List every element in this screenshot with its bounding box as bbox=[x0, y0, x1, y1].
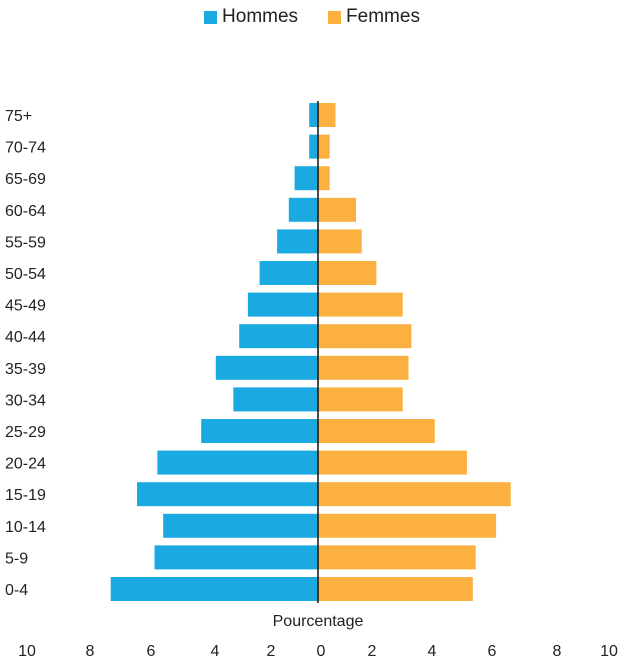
x-tick-label: 8 bbox=[553, 643, 562, 660]
legend-label-hommes: Hommes bbox=[222, 6, 299, 27]
category-label: 15-19 bbox=[5, 487, 46, 504]
bar-femmes-25-29 bbox=[318, 419, 435, 443]
bar-hommes-15-19 bbox=[137, 482, 318, 507]
x-tick-label: 6 bbox=[147, 643, 156, 660]
bar-hommes-35-39 bbox=[215, 355, 318, 380]
bar-hommes-70-74 bbox=[309, 134, 318, 159]
category-label: 0-4 bbox=[5, 582, 28, 599]
category-label: 25-29 bbox=[5, 424, 46, 441]
bar-hommes-65-69 bbox=[294, 166, 318, 191]
x-tick-label: 10 bbox=[600, 643, 618, 660]
x-tick-label: 4 bbox=[211, 643, 220, 660]
category-label: 50-54 bbox=[5, 266, 46, 283]
bar-femmes-45-49 bbox=[318, 292, 403, 317]
category-label: 5-9 bbox=[5, 550, 28, 567]
bar-hommes-30-34 bbox=[233, 387, 318, 412]
legend-label-femmes: Femmes bbox=[346, 6, 420, 27]
x-tick-label: 6 bbox=[488, 643, 497, 660]
bar-femmes-75+ bbox=[318, 103, 336, 127]
legend: Hommes Femmes bbox=[0, 6, 624, 28]
bar-femmes-0-4 bbox=[318, 577, 473, 601]
category-label: 30-34 bbox=[5, 392, 46, 409]
bar-hommes-60-64 bbox=[288, 197, 318, 222]
x-tick-label: 4 bbox=[428, 643, 437, 660]
bar-hommes-40-44 bbox=[239, 324, 318, 349]
bar-femmes-40-44 bbox=[318, 324, 412, 349]
legend-item-hommes: Hommes bbox=[204, 6, 298, 28]
bar-hommes-50-54 bbox=[259, 261, 318, 285]
category-label: 55-59 bbox=[5, 234, 46, 251]
bar-hommes-75+ bbox=[309, 103, 318, 127]
bars-layer bbox=[110, 103, 511, 601]
category-label: 45-49 bbox=[5, 298, 46, 315]
x-tick-label: 10 bbox=[18, 643, 36, 660]
bar-hommes-10-14 bbox=[163, 513, 318, 538]
bar-hommes-45-49 bbox=[247, 292, 318, 317]
category-label: 35-39 bbox=[5, 361, 46, 378]
x-axis-label: Pourcentage bbox=[273, 613, 364, 630]
bar-femmes-50-54 bbox=[318, 261, 377, 285]
x-tick-label: 0 bbox=[317, 643, 326, 660]
legend-item-femmes: Femmes bbox=[328, 6, 420, 28]
bar-femmes-70-74 bbox=[318, 134, 330, 159]
bar-hommes-5-9 bbox=[154, 545, 318, 570]
x-tick-labels: 10 8 6 4 2 0 2 4 6 8 10 bbox=[18, 643, 618, 660]
category-label: 60-64 bbox=[5, 203, 46, 220]
category-label: 70-74 bbox=[5, 140, 46, 157]
category-label: 20-24 bbox=[5, 456, 46, 473]
bar-femmes-55-59 bbox=[318, 229, 362, 254]
x-tick-label: 8 bbox=[86, 643, 95, 660]
category-label: 75+ bbox=[5, 108, 32, 125]
bar-femmes-30-34 bbox=[318, 387, 403, 412]
bar-femmes-35-39 bbox=[318, 355, 409, 380]
bar-hommes-55-59 bbox=[277, 229, 318, 254]
category-label: 10-14 bbox=[5, 519, 46, 536]
bar-hommes-25-29 bbox=[201, 419, 318, 443]
legend-swatch-hommes bbox=[204, 10, 218, 24]
bar-hommes-20-24 bbox=[157, 450, 318, 475]
category-label: 65-69 bbox=[5, 171, 46, 188]
x-tick-label: 2 bbox=[267, 643, 276, 660]
bar-femmes-65-69 bbox=[318, 166, 330, 191]
bar-femmes-5-9 bbox=[318, 545, 476, 570]
category-label: 40-44 bbox=[5, 329, 46, 346]
category-labels: 0-4 5-9 10-14 15-19 20-24 25-29 30-34 35-39 40-4… bbox=[5, 108, 46, 599]
bar-hommes-0-4 bbox=[110, 577, 318, 601]
bar-femmes-20-24 bbox=[318, 450, 467, 475]
x-tick-label: 2 bbox=[368, 643, 377, 660]
bar-femmes-15-19 bbox=[318, 482, 511, 507]
legend-swatch-femmes bbox=[328, 10, 342, 24]
bar-femmes-10-14 bbox=[318, 513, 497, 538]
bar-femmes-60-64 bbox=[318, 197, 356, 222]
